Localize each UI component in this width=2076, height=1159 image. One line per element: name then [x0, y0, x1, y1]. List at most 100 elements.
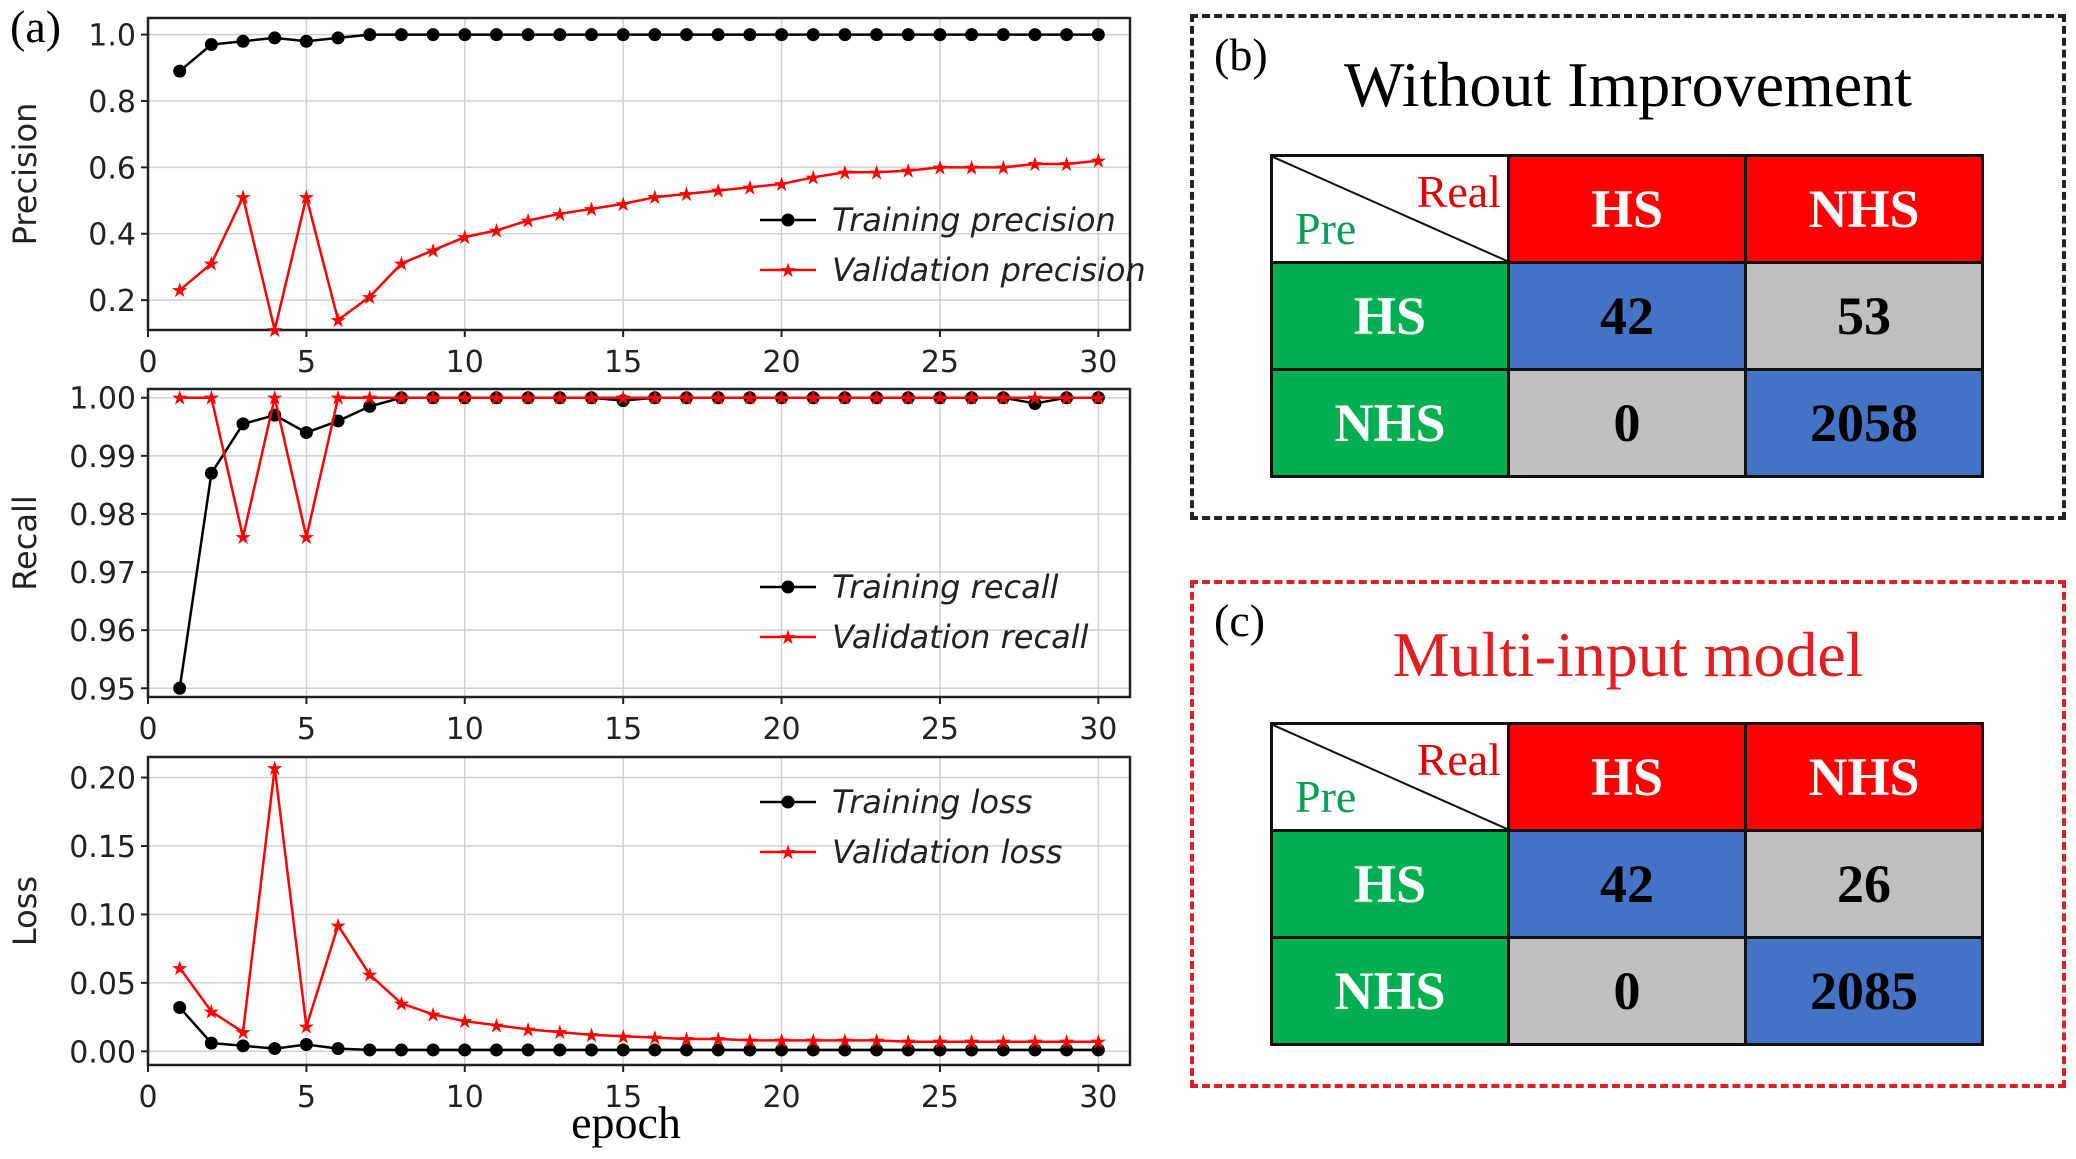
y-tick-label: 0.95 [69, 672, 136, 707]
validation-loss-point: ★ [741, 1028, 759, 1052]
validation-recall-point: ★ [868, 386, 886, 410]
validation-recall-point: ★ [614, 386, 632, 410]
training-curves-figure: 0 5 10 15 20 25 30 0.2 0.4 0.6 0.8 1.0 Precision ★ ★ ★ ★… [6, 16, 1146, 1148]
validation-loss-point: ★ [329, 913, 347, 937]
legend-entry-training-recall: Training recall [760, 568, 1059, 606]
y-axis-label: Loss [6, 876, 44, 946]
validation-precision-point: ★ [519, 208, 537, 232]
training-loss-point [901, 1043, 915, 1057]
y-tick-label: 0.2 [88, 284, 136, 319]
validation-precision-point: ★ [361, 285, 379, 309]
y-axis-label: Precision [6, 103, 44, 246]
validation-loss-point: ★ [1089, 1030, 1107, 1054]
training-loss-point [204, 1036, 218, 1050]
validation-loss-point: ★ [424, 1002, 442, 1026]
validation-recall-point: ★ [963, 386, 981, 410]
training-precision-point [426, 28, 440, 42]
legend-label: Training recall [832, 568, 1059, 606]
row-header-hs: HS [1270, 261, 1510, 371]
validation-loss-point: ★ [1058, 1030, 1076, 1054]
training-loss-point [965, 1043, 979, 1057]
x-tick-label: 10 [446, 345, 484, 380]
validation-loss-point: ★ [266, 756, 284, 780]
x-tick-label: 0 [138, 1080, 157, 1115]
validation-recall-point: ★ [804, 386, 822, 410]
x-tick-label: 0 [138, 345, 157, 380]
validation-recall-line [179, 396, 1099, 538]
validation-loss-point: ★ [646, 1026, 664, 1050]
training-recall-point [173, 681, 187, 695]
validation-loss-point: ★ [487, 1013, 505, 1037]
y-tick-label: 0.99 [69, 440, 136, 475]
x-tick-label: 30 [1079, 1080, 1117, 1115]
validation-precision-point: ★ [836, 160, 854, 184]
validation-recall-point: ★ [487, 386, 505, 410]
training-recall-point [363, 399, 377, 413]
training-precision-point [648, 28, 662, 42]
validation-precision-line [178, 159, 1099, 331]
training-precision-point [1060, 28, 1074, 42]
validation-loss-point: ★ [899, 1030, 917, 1054]
training-precision-point [775, 28, 789, 42]
training-loss-point [711, 1043, 725, 1057]
x-tick-label: 5 [297, 345, 316, 380]
legend-marker [781, 795, 795, 809]
panel-c-title: Multi-input model [1392, 619, 1864, 690]
col-header-hs: HS [1507, 154, 1747, 264]
training-loss-point [394, 1043, 408, 1057]
validation-recall-point: ★ [424, 386, 442, 410]
validation-precision-point: ★ [202, 252, 220, 276]
legend-label: Training precision [832, 201, 1116, 239]
training-loss-point [1028, 1043, 1042, 1057]
confusion-matrix-panel-c: (c) Multi-input model Real Pre HS NHS HS… [1190, 580, 2066, 1088]
y-tick-label: 0.97 [69, 556, 136, 591]
y-tick-label: 0.4 [88, 218, 136, 253]
validation-loss-point: ★ [1026, 1030, 1044, 1054]
confusion-matrix-b: Real Pre HS NHS HS 42 53 NHS 0 2058 [1270, 154, 1984, 478]
validation-loss-point: ★ [614, 1024, 632, 1048]
training-precision-point [394, 28, 408, 42]
training-loss-point [363, 1043, 377, 1057]
y-axis-label: Recall [6, 495, 44, 590]
training-loss-point [521, 1043, 535, 1057]
training-loss-point [743, 1043, 757, 1057]
validation-precision-point: ★ [804, 165, 822, 189]
cell-hs-hs: 42 [1507, 829, 1747, 939]
cell-nhs-nhs: 2058 [1744, 368, 1984, 478]
training-precision-point [521, 28, 535, 42]
plot-frame [146, 16, 1132, 332]
y-tick-label: 0.8 [88, 85, 136, 120]
training-recall-point [236, 417, 250, 431]
validation-precision-point: ★ [1026, 152, 1044, 176]
col-header-hs: HS [1507, 722, 1747, 832]
validation-loss-point: ★ [171, 956, 189, 980]
training-precision-point [996, 28, 1010, 42]
training-loss-point [806, 1043, 820, 1057]
validation-recall-point: ★ [773, 386, 791, 410]
validation-precision-point: ★ [234, 185, 252, 209]
training-precision-point [458, 28, 472, 42]
validation-precision-point: ★ [171, 278, 189, 302]
validation-loss-point: ★ [583, 1023, 601, 1047]
validation-recall-point: ★ [899, 386, 917, 410]
training-precision-point [1091, 28, 1105, 42]
validation-precision-point: ★ [709, 179, 727, 203]
pre-label: Pre [1295, 203, 1357, 254]
x-tick-label: 30 [1079, 345, 1117, 380]
training-loss-point [458, 1043, 472, 1057]
y-tick-label: 0.20 [69, 762, 136, 797]
training-precision-point [268, 31, 282, 45]
y-tick-label: 0.05 [69, 967, 136, 1002]
validation-recall-point: ★ [361, 386, 379, 410]
cell-nhs-hs: 0 [1507, 368, 1747, 478]
validation-recall-point: ★ [202, 386, 220, 410]
validation-precision-point: ★ [994, 155, 1012, 179]
training-loss-point [996, 1043, 1010, 1057]
row-header-nhs: NHS [1270, 936, 1510, 1046]
training-loss-point [553, 1043, 567, 1057]
validation-loss-point: ★ [994, 1030, 1012, 1054]
x-tick-label: 5 [297, 1080, 316, 1115]
training-precision-point [584, 28, 598, 42]
validation-precision-point: ★ [931, 155, 949, 179]
y-tick-label: 0.6 [88, 151, 136, 186]
